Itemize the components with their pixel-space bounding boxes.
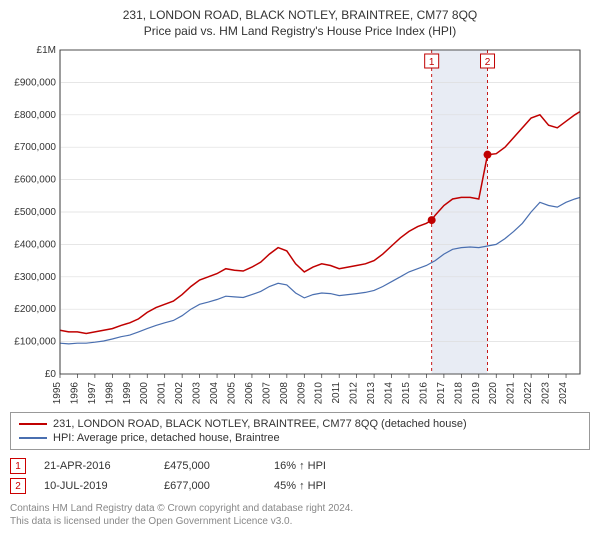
svg-text:£400,000: £400,000 — [14, 239, 56, 250]
svg-text:2004: 2004 — [209, 382, 220, 404]
svg-text:2018: 2018 — [453, 382, 464, 404]
svg-text:2008: 2008 — [279, 382, 290, 404]
svg-text:2023: 2023 — [541, 382, 552, 404]
sale-marker-2: 2 — [10, 478, 26, 494]
svg-text:2010: 2010 — [314, 382, 325, 404]
sale-price-1: £475,000 — [164, 460, 274, 472]
svg-text:£300,000: £300,000 — [14, 272, 56, 283]
svg-text:£1M: £1M — [37, 45, 56, 56]
svg-text:1996: 1996 — [69, 382, 80, 404]
svg-text:2003: 2003 — [192, 382, 203, 404]
svg-text:1997: 1997 — [87, 382, 98, 404]
svg-text:2022: 2022 — [523, 382, 534, 404]
sale-date-1: 21-APR-2016 — [44, 460, 164, 472]
svg-text:2021: 2021 — [506, 382, 517, 404]
price-chart: £0 £100,000 £200,000 £300,000 £400,000 £500,0… — [10, 44, 586, 404]
legend-row-property: 231, LONDON ROAD, BLACK NOTLEY, BRAINTRE… — [19, 417, 581, 431]
svg-text:2013: 2013 — [366, 382, 377, 404]
svg-text:1999: 1999 — [122, 382, 133, 404]
chart-subtitle: Price paid vs. HM Land Registry's House … — [10, 24, 590, 38]
sale-row-1: 1 21-APR-2016 £475,000 16% ↑ HPI — [10, 456, 590, 476]
svg-text:2002: 2002 — [174, 382, 185, 404]
svg-text:2001: 2001 — [157, 382, 168, 404]
svg-text:2000: 2000 — [139, 382, 150, 404]
copyright-line2: This data is licensed under the Open Gov… — [10, 516, 292, 527]
svg-text:2015: 2015 — [401, 382, 412, 404]
legend-box: 231, LONDON ROAD, BLACK NOTLEY, BRAINTRE… — [10, 412, 590, 450]
svg-text:2012: 2012 — [349, 382, 360, 404]
sale-price-2: £677,000 — [164, 480, 274, 492]
legend-label-hpi: HPI: Average price, detached house, Brai… — [53, 432, 280, 444]
sale-hpi-1: 16% ↑ HPI — [274, 460, 326, 472]
sale-row-2: 2 10-JUL-2019 £677,000 45% ↑ HPI — [10, 476, 590, 496]
sale-marker-1: 1 — [10, 458, 26, 474]
sale-hpi-2: 45% ↑ HPI — [274, 480, 326, 492]
svg-text:1995: 1995 — [52, 382, 63, 404]
svg-text:2: 2 — [485, 57, 491, 68]
sale-date-2: 10-JUL-2019 — [44, 480, 164, 492]
svg-text:2011: 2011 — [331, 382, 342, 404]
svg-text:1998: 1998 — [104, 382, 115, 404]
svg-text:£900,000: £900,000 — [14, 77, 56, 88]
legend-row-hpi: HPI: Average price, detached house, Brai… — [19, 431, 581, 445]
chart-title: 231, LONDON ROAD, BLACK NOTLEY, BRAINTRE… — [10, 8, 590, 22]
svg-text:2005: 2005 — [226, 382, 237, 404]
svg-text:£200,000: £200,000 — [14, 304, 56, 315]
svg-text:£100,000: £100,000 — [14, 337, 56, 348]
svg-text:2017: 2017 — [436, 382, 447, 404]
svg-text:2016: 2016 — [418, 382, 429, 404]
svg-text:£600,000: £600,000 — [14, 175, 56, 186]
svg-text:2020: 2020 — [488, 382, 499, 404]
svg-text:2019: 2019 — [471, 382, 482, 404]
svg-text:£0: £0 — [45, 369, 57, 380]
svg-text:1: 1 — [429, 57, 435, 68]
svg-text:2024: 2024 — [558, 382, 569, 404]
copyright-line1: Contains HM Land Registry data © Crown c… — [10, 503, 353, 514]
svg-text:2007: 2007 — [261, 382, 272, 404]
svg-text:2009: 2009 — [296, 382, 307, 404]
legend-swatch-hpi — [19, 437, 47, 439]
copyright: Contains HM Land Registry data © Crown c… — [10, 502, 590, 528]
chart-container: 231, LONDON ROAD, BLACK NOTLEY, BRAINTRE… — [0, 0, 600, 528]
svg-text:£800,000: £800,000 — [14, 110, 56, 121]
legend-label-property: 231, LONDON ROAD, BLACK NOTLEY, BRAINTRE… — [53, 418, 467, 430]
svg-text:£700,000: £700,000 — [14, 142, 56, 153]
legend-swatch-property — [19, 423, 47, 425]
svg-text:2014: 2014 — [384, 382, 395, 404]
svg-text:2006: 2006 — [244, 382, 255, 404]
svg-text:£500,000: £500,000 — [14, 207, 56, 218]
